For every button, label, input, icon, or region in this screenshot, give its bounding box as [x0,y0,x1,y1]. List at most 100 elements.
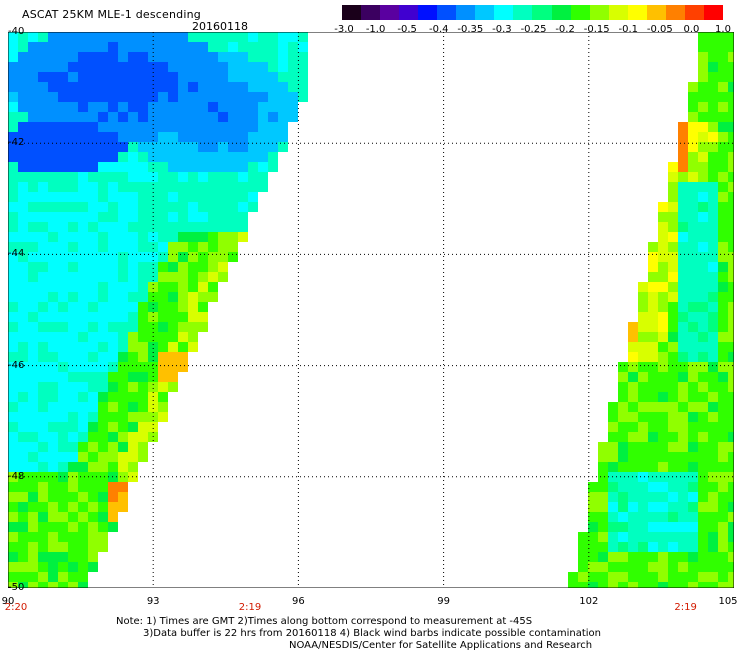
swath-cell [18,442,28,452]
swath-cell [688,122,698,132]
swath-cell [68,282,78,292]
longitude-tick-label: 93 [146,596,160,607]
swath-cell [18,362,28,372]
swath-cell [708,412,718,422]
swath-cell [218,62,228,72]
swath-cell [618,522,628,532]
swath-cell [668,492,678,502]
swath-cell [718,82,728,92]
swath-cell [708,122,718,132]
colorbar-swatch [646,5,666,20]
swath-cell [18,132,28,142]
swath-cell [48,142,58,152]
swath-cell [688,552,698,562]
swath-cell [58,42,68,52]
swath-cell [168,52,178,62]
swath-cell [178,232,188,242]
swath-cell [138,312,148,322]
swath-cell [68,452,78,462]
swath-cell [88,142,98,152]
swath-cell [138,322,148,332]
swath-cell [228,92,238,102]
swath-cell [178,102,188,112]
swath-cell [708,62,718,72]
swath-cell [688,382,698,392]
swath-cell [78,402,88,412]
swath-cell [138,412,148,422]
swath-cell [168,192,178,202]
swath-cell [108,412,118,422]
swath-cell [18,512,28,522]
swath-cell [28,292,38,302]
swath-cell [88,92,98,102]
swath-cell [88,312,98,322]
swath-cell [138,352,148,362]
swath-cell [188,202,198,212]
swath-cell [188,172,198,182]
swath-cell [18,322,28,332]
swath-cell [128,322,138,332]
swath-cell [18,352,28,362]
swath-cell [668,182,678,192]
swath-cell [58,322,68,332]
swath-cell [68,532,78,542]
swath-cell [18,492,28,502]
swath-cell [48,542,58,552]
swath-cell [658,512,668,522]
swath-cell [688,132,698,142]
swath-cell [248,112,258,122]
swath-cell [668,312,678,322]
swath-cell [598,502,608,512]
swath-cell [198,252,208,262]
swath-cell [58,462,68,472]
swath-cell [118,122,128,132]
swath-cell [28,42,38,52]
swath-cell [38,72,48,82]
swath-cell [68,442,78,452]
swath-cell [198,102,208,112]
swath-cell [678,302,688,312]
latitude-tick-label: -44 [8,248,25,260]
swath-cell [728,572,734,582]
swath-cell [118,472,128,482]
swath-cell [138,112,148,122]
swath-cell [38,242,48,252]
swath-cell [208,252,218,262]
swath-cell [278,132,288,142]
swath-cell [168,312,178,322]
swath-cell [98,332,108,342]
swath-cell [708,192,718,202]
swath-cell [688,522,698,532]
swath-cell [668,292,678,302]
swath-cell [198,292,208,302]
swath-cell [48,232,58,242]
swath-cell [68,252,78,262]
swath-cell [68,352,78,362]
swath-cell [8,302,18,312]
swath-cell [728,372,734,382]
swath-cell [678,402,688,412]
swath-cell [58,122,68,132]
swath-cell [718,262,728,272]
swath-cell [58,202,68,212]
swath-cell [108,352,118,362]
swath-cell [98,262,108,272]
colorbar-swatch [418,5,438,20]
swath-cell [88,332,98,342]
swath-cell [178,312,188,322]
swath-cell [118,292,128,302]
swath-cell [658,262,668,272]
swath-cell [658,412,668,422]
swath-cell [108,302,118,312]
colorbar-tick-label: -0.15 [583,24,610,35]
swath-cell [78,472,88,482]
swath-cell [618,532,628,542]
swath-cell [708,542,718,552]
swath-cell [168,142,178,152]
swath-cell [648,252,658,262]
swath-cell [628,532,638,542]
swath-cell [98,162,108,172]
swath-cell [688,272,698,282]
swath-cell [128,412,138,422]
swath-cell [728,482,734,492]
